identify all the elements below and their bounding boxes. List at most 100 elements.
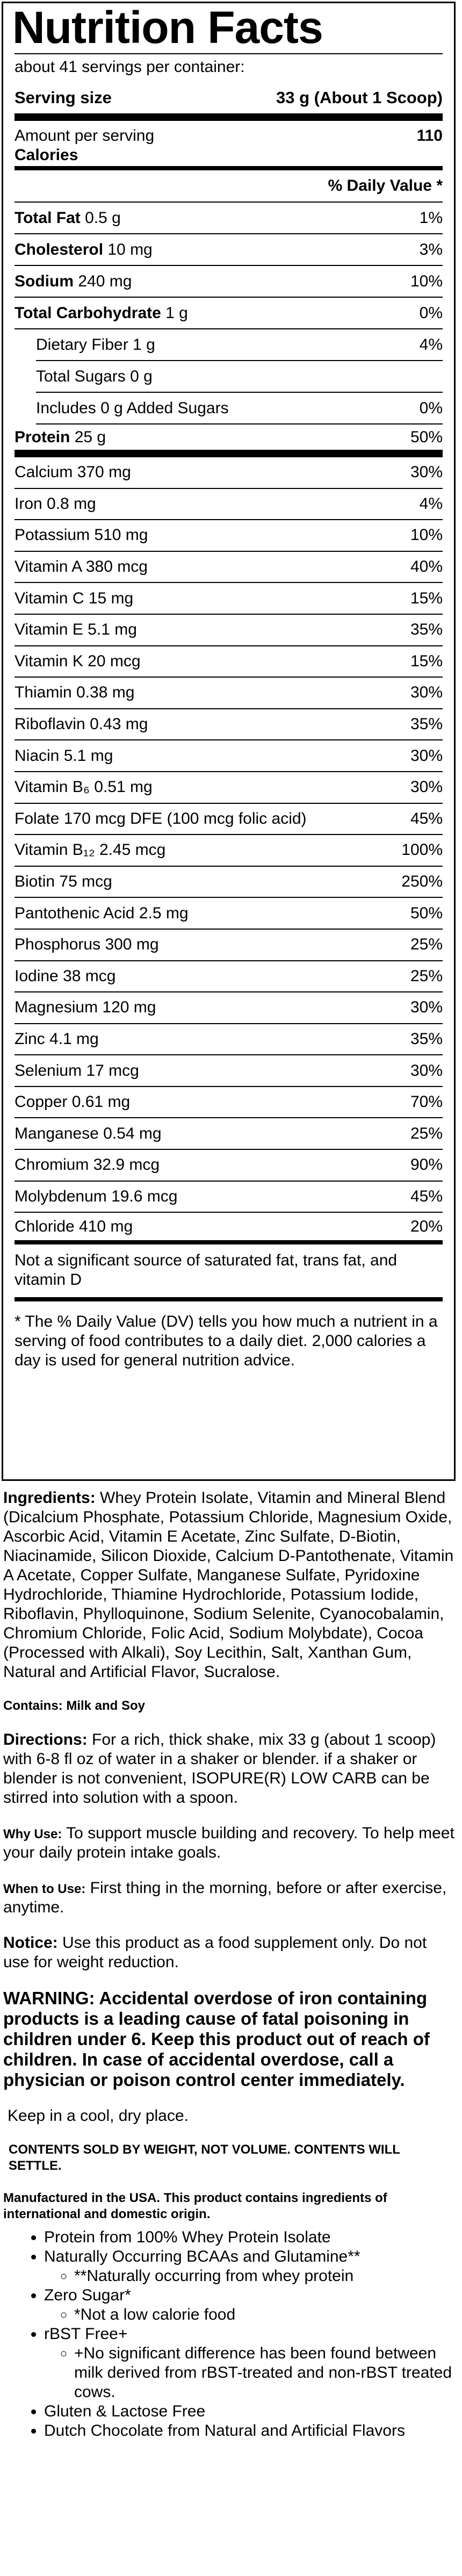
feature-item: Naturally Occurring BCAAs and Glutamine*… [44, 2247, 454, 2286]
when-to-use-paragraph: When to Use: First thing in the morning,… [3, 1879, 454, 1917]
directions-paragraph: Directions: For a rich, thick shake, mix… [3, 1730, 454, 1808]
nutrient-name: Iron 0.8 mg [15, 494, 96, 513]
nutrient-dv: 100% [401, 841, 443, 859]
feature-item: Zero Sugar**Not a low calorie food [44, 2286, 454, 2325]
nutrient-dv: 0% [419, 304, 443, 322]
nutrient-name: Zinc 4.1 mg [15, 1030, 99, 1048]
feature-item: Gluten & Lactose Free [44, 2402, 454, 2421]
vitamin-mineral-row: Iron 0.8 mg 4% [15, 489, 443, 521]
nutrient-dv: 45% [410, 809, 443, 828]
storage-instructions: Keep in a cool, dry place. [8, 2107, 189, 2125]
not-significant-note: Not a significant source of saturated fa… [15, 1244, 443, 1301]
ingredients-text: Whey Protein Isolate, Vitamin and Minera… [3, 1489, 454, 1681]
vitamin-mineral-row: Riboflavin 0.43 mg 35% [15, 709, 443, 741]
nutrient-name: Vitamin K 20 mcg [15, 652, 141, 670]
ingredients-label: Ingredients: [3, 1489, 96, 1507]
vitamin-mineral-row: Vitamin C 15 mg 15% [15, 583, 443, 615]
nutrient-dv: 90% [410, 1156, 443, 1174]
why-use-label: Why Use: [3, 1827, 62, 1841]
vitamin-mineral-row: Magnesium 120 mg 30% [15, 992, 443, 1024]
nutrient-name: Copper 0.61 mg [15, 1093, 131, 1111]
nutrient-dv: 4% [419, 494, 443, 513]
calories-value: 110 [416, 127, 443, 145]
directions-label: Directions: [3, 1731, 88, 1748]
nutrient-dv: 30% [410, 683, 443, 702]
nutrient-dv: 0% [419, 399, 443, 417]
feature-item: Dutch Chocolate from Natural and Artific… [44, 2421, 454, 2441]
vitamin-mineral-row: Calcium 370 mg 30% [15, 457, 443, 489]
carb-sub-row: Includes 0 g Added Sugars 0% [36, 393, 443, 424]
nutrient-name: Sodium 240 mg [15, 272, 132, 290]
nutrient-name: Vitamin B₆ 0.51 mg [15, 778, 153, 796]
nutrient-dv: 30% [410, 463, 443, 481]
nutrient-dv: 250% [401, 873, 443, 891]
notice-paragraph: Notice: Use this product as a food suppl… [3, 1933, 454, 1972]
nutrient-name: Riboflavin 0.43 mg [15, 715, 148, 733]
notice-label: Notice: [3, 1934, 58, 1952]
nutrient-dv: 30% [410, 1061, 443, 1080]
macro-nutrient-row: Total Carbohydrate 1 g 0% [15, 298, 443, 329]
why-use-text: To support muscle building and recovery.… [3, 1824, 454, 1861]
nutrient-name: Vitamin A 380 mcg [15, 558, 148, 576]
vitamin-mineral-row: Chloride 410 mg 20% [15, 1213, 443, 1244]
vitamin-mineral-row: Manganese 0.54 mg 25% [15, 1118, 443, 1150]
nutrient-dv: 30% [410, 998, 443, 1017]
notice-text: Use this product as a food supplement on… [3, 1934, 427, 1971]
nutrient-dv: 30% [410, 778, 443, 796]
nutrient-dv: 25% [410, 967, 443, 985]
nutrient-dv: 10% [410, 272, 443, 290]
nutrient-name: Cholesterol 10 mg [15, 240, 153, 258]
nutrient-dv: 50% [410, 428, 443, 446]
why-use-paragraph: Why Use: To support muscle building and … [3, 1824, 454, 1862]
nutrient-name: Biotin 75 mcg [15, 873, 112, 891]
vitamin-mineral-row: Niacin 5.1 mg 30% [15, 740, 443, 772]
serving-size-label: Serving size [15, 88, 112, 107]
serving-size-value: 33 g (About 1 Scoop) [276, 88, 443, 107]
vitamin-mineral-row: Chromium 32.9 mcg 90% [15, 1150, 443, 1182]
nutrient-name: Magnesium 120 mg [15, 998, 156, 1017]
nutrient-name: Dietary Fiber 1 g [36, 335, 155, 354]
vitamin-mineral-row: Iodine 38 mcg 25% [15, 961, 443, 993]
nutrient-dv: 35% [410, 715, 443, 733]
nutrient-name: Manganese 0.54 mg [15, 1124, 162, 1142]
nutrition-facts-panel: Nutrition Facts about 41 servings per co… [2, 2, 456, 1481]
carb-sub-row: Dietary Fiber 1 g 4% [36, 329, 443, 361]
servings-per-container: about 41 servings per container: [15, 53, 443, 80]
vitamin-mineral-row: Biotin 75 mcg 250% [15, 867, 443, 898]
iron-warning: WARNING: Accidental overdose of iron con… [3, 1988, 430, 2090]
allergen-statement: Contains: Milk and Soy [3, 1699, 146, 1713]
nutrient-dv: 25% [410, 1124, 443, 1142]
nutrient-name: Total Fat 0.5 g [15, 208, 121, 227]
nutrient-dv: 35% [410, 621, 443, 639]
nutrient-name: Includes 0 g Added Sugars [36, 399, 229, 417]
macro-nutrient-row: Total Fat 0.5 g 1% [15, 203, 443, 234]
nutrient-name: Vitamin C 15 mg [15, 589, 134, 607]
feature-subitem: **Naturally occurring from whey protein [74, 2266, 454, 2286]
nutrient-name: Chloride 410 mg [15, 1217, 133, 1235]
contents-settle-note: CONTENTS SOLD BY WEIGHT, NOT VOLUME. CON… [9, 2142, 400, 2173]
vitamin-mineral-row: Vitamin B₆ 0.51 mg 30% [15, 772, 443, 804]
amount-per-serving: Amount per serving [15, 127, 155, 145]
manufactured-statement: Manufactured in the USA. This product co… [3, 2191, 387, 2221]
nutrient-name: Pantothenic Acid 2.5 mg [15, 904, 189, 922]
vitamin-mineral-row: Folate 170 mcg DFE (100 mcg folic acid) 4… [15, 804, 443, 836]
vitamin-mineral-row: Potassium 510 mg 10% [15, 520, 443, 552]
nutrient-name: Iodine 38 mcg [15, 967, 116, 985]
nutrient-name: Thiamin 0.38 mg [15, 683, 135, 702]
nutrient-name: Total Sugars 0 g [36, 367, 153, 385]
calories-label: Calories [15, 146, 78, 164]
feature-subitem: +No significant difference has been foun… [74, 2344, 454, 2402]
carb-sub-row: Total Sugars 0 g [36, 361, 443, 393]
product-information: Ingredients: Whey Protein Isolate, Vitam… [3, 1488, 454, 2441]
vitamin-mineral-row: Molybdenum 19.6 mcg 45% [15, 1182, 443, 1213]
nutrient-name: Selenium 17 mcg [15, 1061, 139, 1080]
nutrient-name: Total Carbohydrate 1 g [15, 304, 188, 322]
ingredients-paragraph: Ingredients: Whey Protein Isolate, Vitam… [3, 1488, 454, 1682]
feature-item: Protein from 100% Whey Protein Isolate [44, 2228, 454, 2247]
nutrient-dv: 4% [419, 335, 443, 354]
nutrient-name: Vitamin E 5.1 mg [15, 621, 137, 639]
nutrient-dv: 15% [410, 652, 443, 670]
vitamin-mineral-row: Vitamin K 20 mcg 15% [15, 646, 443, 678]
nutrient-dv: 25% [410, 936, 443, 954]
macro-nutrient-row: Cholesterol 10 mg 3% [15, 234, 443, 266]
